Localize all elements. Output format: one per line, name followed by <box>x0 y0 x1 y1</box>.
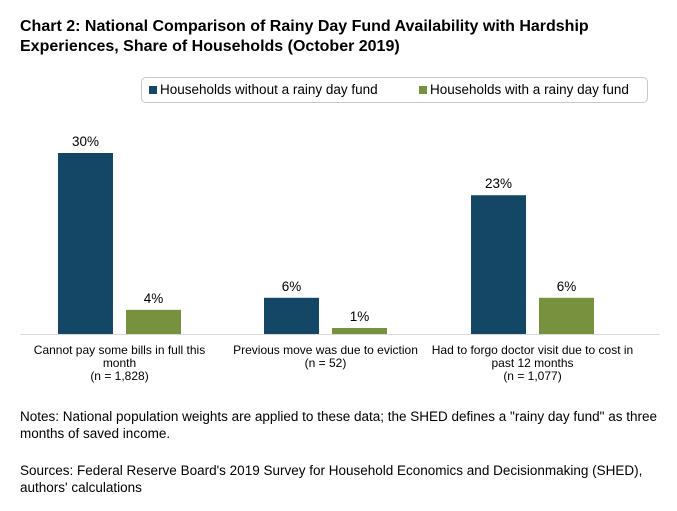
chart-notes: Notes: National population weights are a… <box>20 409 657 441</box>
data-label: 6% <box>557 279 577 294</box>
legend-item-with-fund: Households with a rainy day fund <box>419 82 629 97</box>
category-label: Previous move was due to eviction <box>233 343 418 357</box>
legend-label-without-fund: Households without a rainy day fund <box>160 82 378 97</box>
category-label: (n = 1,828) <box>90 369 148 383</box>
category-label: Cannot pay some bills in full this <box>34 343 205 357</box>
bar-chart: 30% 6% 23% 4% 1% 6% Cannot pay some bills in f… <box>20 134 660 383</box>
legend-swatch-without-fund <box>149 85 157 94</box>
legend: Households without a rainy day fund Hous… <box>141 77 648 103</box>
data-label: 23% <box>485 176 512 191</box>
category-label: (n = 52) <box>305 356 347 370</box>
data-label: 1% <box>350 309 370 324</box>
bar-without-fund-0 <box>58 153 113 334</box>
category-label: (n = 1,077) <box>503 369 561 383</box>
bar-with-fund-0 <box>126 309 181 334</box>
legend-swatch-with-fund <box>419 85 427 94</box>
bar-without-fund-2 <box>471 195 526 334</box>
data-label: 30% <box>72 134 99 149</box>
chart-title: Chart 2: National Comparison of Rainy Da… <box>20 18 589 55</box>
bar-with-fund-2 <box>539 297 594 334</box>
data-label: 6% <box>282 279 302 294</box>
category-label: month <box>103 356 136 370</box>
legend-label-with-fund: Households with a rainy day fund <box>430 82 629 97</box>
bar-with-fund-1 <box>332 327 387 334</box>
category-label: past 12 months <box>491 356 573 370</box>
category-label: Had to forgo doctor visit due to cost in <box>432 343 633 357</box>
legend-item-without-fund: Households without a rainy day fund <box>149 82 378 97</box>
bar-without-fund-1 <box>264 297 319 334</box>
chart-sources: Sources: Federal Reserve Board's 2019 Su… <box>20 463 643 495</box>
data-label: 4% <box>144 291 164 306</box>
